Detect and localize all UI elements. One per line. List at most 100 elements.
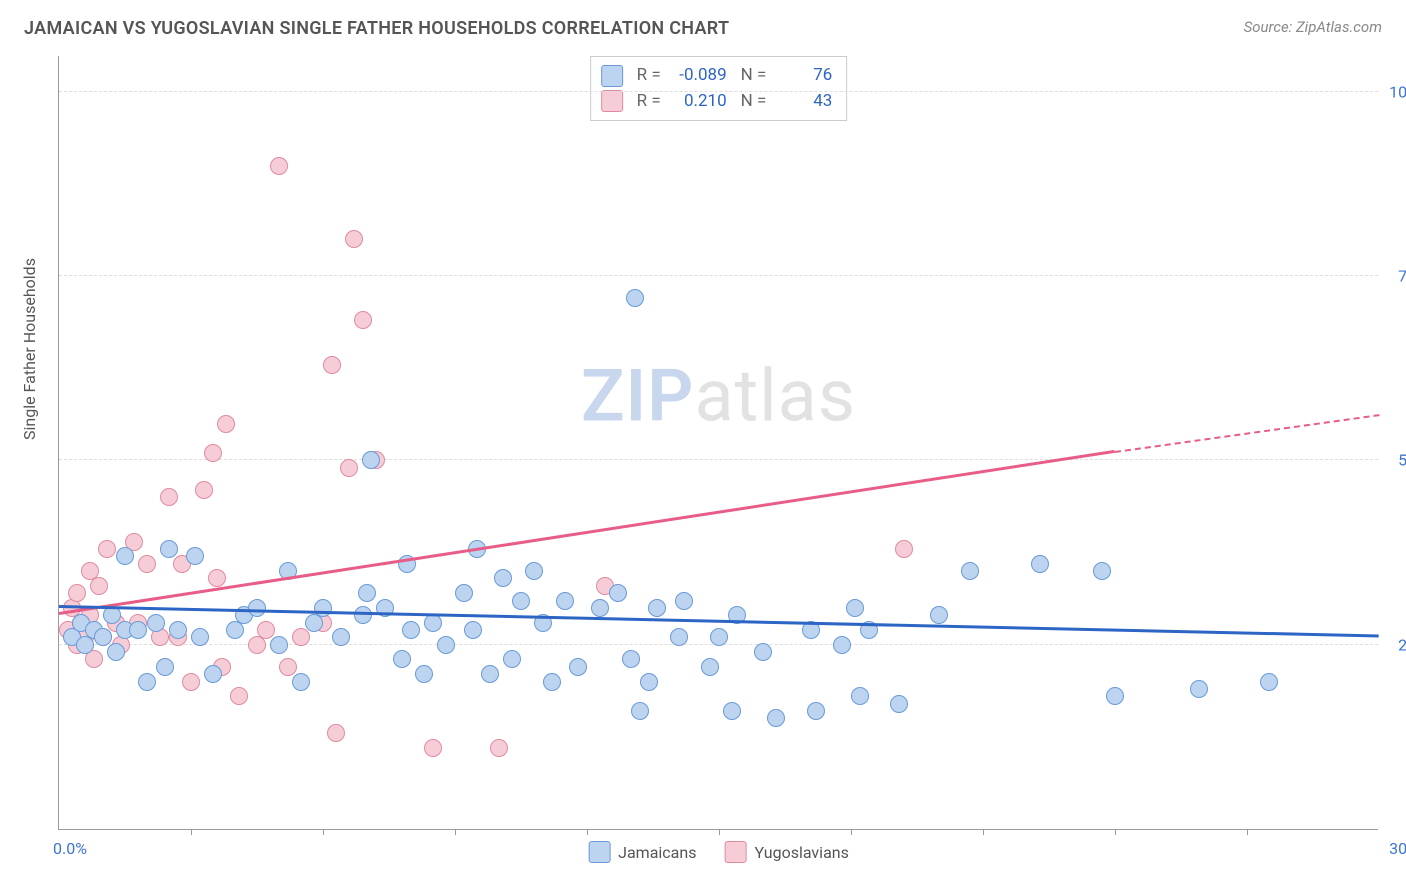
- data-point-jamaicans: [754, 643, 772, 661]
- gridline: [59, 91, 1378, 92]
- legend-label-jamaicans: Jamaicans: [618, 843, 696, 862]
- legend-swatch-jamaicans: [588, 841, 610, 863]
- data-point-jamaicans: [503, 650, 521, 668]
- r-label: R =: [637, 63, 661, 89]
- data-point-jamaicans: [415, 665, 433, 683]
- x-axis-min-label: 0.0%: [53, 839, 87, 858]
- data-point-jamaicans: [464, 621, 482, 639]
- correlation-stats-box: R = -0.089 N = 76 R = 0.210 N = 43: [590, 56, 848, 121]
- y-tick-label: 2.5%: [1398, 635, 1406, 654]
- gridline: [59, 275, 1378, 276]
- legend: Jamaicans Yugoslavians: [588, 841, 849, 863]
- data-point-jamaicans: [961, 562, 979, 580]
- x-tick: [983, 829, 984, 835]
- data-point-yugoslavians: [195, 481, 213, 499]
- plot-wrapper: ZIPatlas R = -0.089 N = 76 R = 0.210 N =…: [58, 56, 1378, 830]
- data-point-jamaicans: [1190, 680, 1208, 698]
- data-point-jamaicans: [156, 658, 174, 676]
- data-point-yugoslavians: [217, 415, 235, 433]
- n-value-jamaicans: 76: [776, 63, 832, 89]
- data-point-jamaicans: [569, 658, 587, 676]
- y-axis-title: Single Father Households: [20, 258, 39, 440]
- n-label: N =: [741, 89, 767, 115]
- data-point-yugoslavians: [323, 356, 341, 374]
- n-value-yugoslavians: 43: [776, 89, 832, 115]
- data-point-jamaicans: [846, 599, 864, 617]
- y-tick-label: 10.0%: [1389, 82, 1406, 101]
- data-point-jamaicans: [270, 636, 288, 654]
- data-point-jamaicans: [701, 658, 719, 676]
- data-point-yugoslavians: [424, 739, 442, 757]
- data-point-yugoslavians: [68, 584, 86, 602]
- data-point-jamaicans: [354, 606, 372, 624]
- data-point-jamaicans: [204, 665, 222, 683]
- stats-row-jamaicans: R = -0.089 N = 76: [601, 63, 833, 89]
- data-point-jamaicans: [833, 636, 851, 654]
- watermark-part-b: atlas: [694, 354, 856, 439]
- watermark-part-a: ZIP: [581, 354, 694, 439]
- legend-item-yugoslavians: Yugoslavians: [724, 841, 848, 863]
- data-point-yugoslavians: [182, 673, 200, 691]
- data-point-jamaicans: [631, 702, 649, 720]
- data-point-yugoslavians: [895, 540, 913, 558]
- x-tick: [719, 829, 720, 835]
- data-point-yugoslavians: [345, 230, 363, 248]
- data-point-jamaicans: [393, 650, 411, 668]
- data-point-jamaicans: [332, 628, 350, 646]
- data-point-jamaicans: [807, 702, 825, 720]
- data-point-yugoslavians: [230, 687, 248, 705]
- data-point-jamaicans: [129, 621, 147, 639]
- data-point-jamaicans: [1031, 555, 1049, 573]
- data-point-jamaicans: [437, 636, 455, 654]
- n-label: N =: [741, 63, 767, 89]
- data-point-yugoslavians: [90, 577, 108, 595]
- data-point-jamaicans: [455, 584, 473, 602]
- data-point-yugoslavians: [327, 724, 345, 742]
- data-point-jamaicans: [556, 592, 574, 610]
- x-axis-max-label: 30.0%: [1389, 839, 1406, 858]
- legend-item-jamaicans: Jamaicans: [588, 841, 696, 863]
- x-tick: [1247, 829, 1248, 835]
- data-point-jamaicans: [512, 592, 530, 610]
- data-point-jamaicans: [525, 562, 543, 580]
- data-point-jamaicans: [675, 592, 693, 610]
- data-point-jamaicans: [94, 628, 112, 646]
- data-point-yugoslavians: [98, 540, 116, 558]
- data-point-yugoslavians: [160, 488, 178, 506]
- data-point-jamaicans: [147, 614, 165, 632]
- data-point-jamaicans: [626, 289, 644, 307]
- data-point-jamaicans: [160, 540, 178, 558]
- data-point-jamaicans: [169, 621, 187, 639]
- y-tick-label: 5.0%: [1398, 451, 1406, 470]
- watermark: ZIPatlas: [581, 354, 856, 439]
- r-value-jamaicans: -0.089: [671, 63, 727, 89]
- data-point-jamaicans: [648, 599, 666, 617]
- x-tick: [323, 829, 324, 835]
- x-tick: [191, 829, 192, 835]
- data-point-jamaicans: [767, 709, 785, 727]
- data-point-jamaicans: [494, 569, 512, 587]
- legend-label-yugoslavians: Yugoslavians: [754, 843, 848, 862]
- data-point-jamaicans: [402, 621, 420, 639]
- data-point-yugoslavians: [204, 444, 222, 462]
- data-point-jamaicans: [116, 547, 134, 565]
- data-point-jamaicans: [591, 599, 609, 617]
- data-point-jamaicans: [362, 451, 380, 469]
- swatch-yugoslavians: [601, 90, 623, 112]
- data-point-jamaicans: [481, 665, 499, 683]
- source-attribution: Source: ZipAtlas.com: [1244, 18, 1382, 36]
- data-point-jamaicans: [723, 702, 741, 720]
- data-point-yugoslavians: [354, 311, 372, 329]
- r-label: R =: [637, 89, 661, 115]
- data-point-jamaicans: [1260, 673, 1278, 691]
- data-point-jamaicans: [1106, 687, 1124, 705]
- data-point-jamaicans: [248, 599, 266, 617]
- data-point-jamaicans: [1093, 562, 1111, 580]
- data-point-jamaicans: [622, 650, 640, 668]
- data-point-jamaicans: [640, 673, 658, 691]
- data-point-yugoslavians: [270, 157, 288, 175]
- data-point-jamaicans: [609, 584, 627, 602]
- data-point-yugoslavians: [340, 459, 358, 477]
- trend-line: [59, 450, 1115, 615]
- data-point-jamaicans: [851, 687, 869, 705]
